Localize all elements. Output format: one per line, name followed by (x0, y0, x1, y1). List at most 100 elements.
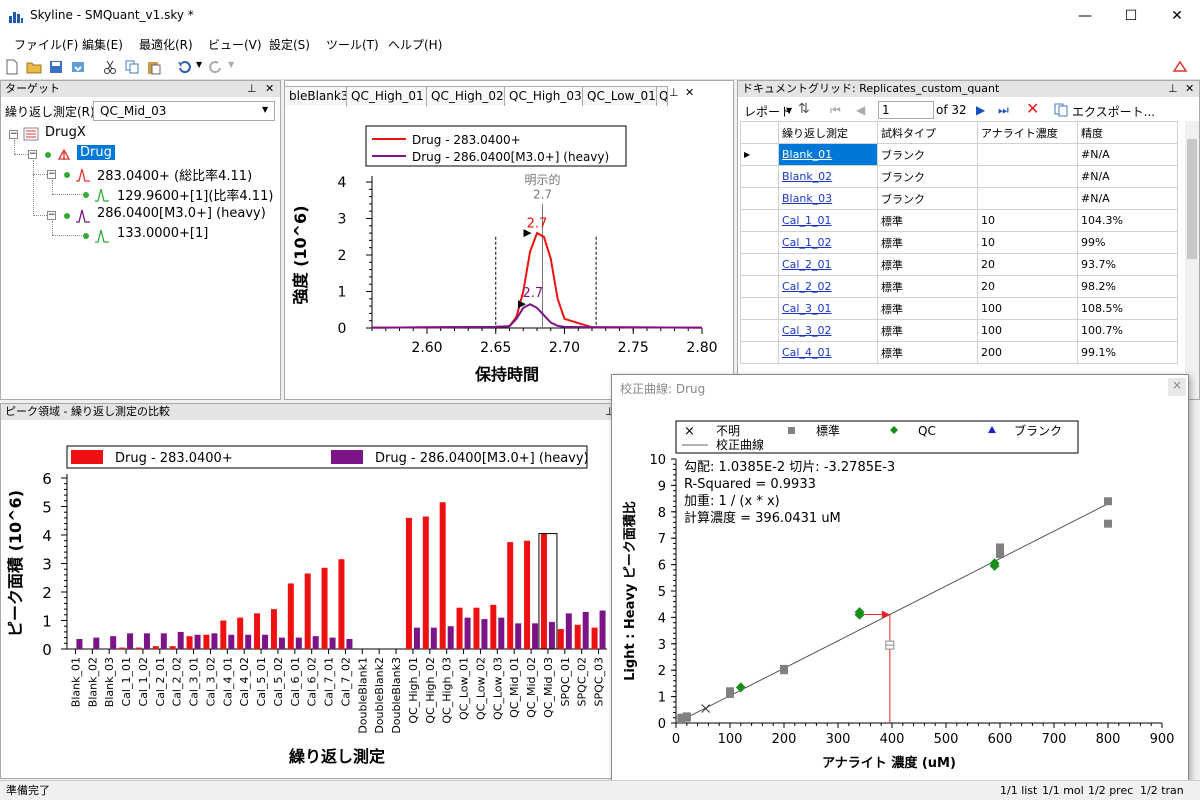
cell-analyte-conc[interactable]: 200 (977, 341, 1078, 364)
cell-sample-type[interactable]: 標準 (877, 319, 978, 342)
export-button[interactable]: エクスポート... (1072, 105, 1156, 119)
undo-dropdown-icon[interactable]: ▼ (196, 60, 203, 69)
close-button[interactable]: ✕ (1171, 8, 1183, 24)
tree-toggle-molecule[interactable]: − (28, 149, 37, 159)
bar[interactable] (338, 559, 345, 649)
cell-sample-type[interactable]: ブランク (877, 187, 978, 210)
cell-replicate[interactable]: Cal_4_01 (778, 341, 878, 364)
cell-analyte-conc[interactable] (977, 165, 1078, 188)
row-header[interactable] (740, 319, 779, 342)
bar[interactable] (481, 619, 488, 649)
redo-dropdown-icon[interactable]: ▼ (228, 60, 235, 69)
table-row[interactable]: Cal_3_01 標準 100 108.5% (740, 297, 1178, 320)
tree-node-transition-heavy[interactable]: 133.0000+[1] (117, 226, 209, 241)
cell-accuracy[interactable]: #N/A (1077, 187, 1178, 210)
undo-icon[interactable] (176, 59, 192, 75)
cell-analyte-conc[interactable]: 10 (977, 209, 1078, 232)
row-header[interactable] (740, 341, 779, 364)
cell-replicate[interactable]: Cal_1_02 (778, 231, 878, 254)
bar[interactable] (262, 634, 269, 649)
minimize-button[interactable]: — (1078, 8, 1092, 24)
cell-accuracy[interactable]: 98.2% (1077, 275, 1178, 298)
row-header[interactable] (740, 209, 779, 232)
bar[interactable] (532, 623, 539, 649)
tab-qc-high-01[interactable]: QC_High_01 (346, 86, 429, 106)
qc-point[interactable] (989, 558, 1000, 569)
cell-accuracy[interactable]: 93.7% (1077, 253, 1178, 276)
cell-analyte-conc[interactable]: 10 (977, 231, 1078, 254)
bar[interactable] (76, 639, 83, 649)
standard-point[interactable] (1104, 497, 1112, 506)
bar[interactable] (498, 617, 505, 649)
copy-icon[interactable] (124, 59, 140, 75)
table-row[interactable]: Blank_03 ブランク #N/A (740, 187, 1178, 210)
qc-point[interactable] (854, 607, 865, 618)
tab-qc-low-01[interactable]: QC_Low_01 (582, 86, 661, 106)
cell-sample-type[interactable]: ブランク (877, 143, 978, 166)
cut-icon[interactable] (102, 59, 118, 75)
bar[interactable] (456, 607, 463, 649)
bar[interactable] (254, 613, 261, 649)
bar[interactable] (329, 637, 336, 649)
bar[interactable] (413, 627, 420, 649)
cell-replicate[interactable]: Cal_3_02 (778, 319, 878, 342)
bar[interactable] (540, 533, 547, 649)
cell-accuracy[interactable]: 100.7% (1077, 319, 1178, 342)
page-input[interactable]: 1 (878, 101, 934, 119)
menu-help[interactable]: ヘルプ(H) (388, 38, 443, 52)
row-header[interactable] (740, 165, 779, 188)
bar[interactable] (591, 627, 598, 649)
sort-icon[interactable]: ⇅ (798, 101, 810, 117)
tree-node-precursor-heavy[interactable]: 286.0400[M3.0+] (heavy) (97, 206, 266, 221)
import-icon[interactable] (70, 59, 86, 75)
paste-icon[interactable] (146, 59, 162, 75)
peptide-icon[interactable] (1172, 59, 1188, 75)
bar[interactable] (557, 629, 564, 649)
tree-node-transition-light[interactable]: 129.9600+[1](比率4.11) (117, 189, 274, 204)
bar[interactable] (228, 634, 235, 649)
row-header[interactable]: ▶ (740, 143, 779, 166)
bar[interactable] (245, 634, 252, 649)
cell-replicate[interactable]: Cal_2_02 (778, 275, 878, 298)
bar[interactable] (287, 583, 294, 649)
tree-node-precursor-light[interactable]: 283.0400+ (総比率4.11) (97, 169, 253, 184)
pin-icon[interactable]: ⊥ (1168, 82, 1178, 95)
row-header[interactable] (740, 231, 779, 254)
menu-refine[interactable]: 最適化(R) (139, 38, 193, 52)
cell-analyte-conc[interactable] (977, 187, 1078, 210)
cell-sample-type[interactable]: 標準 (877, 275, 978, 298)
tab-doubleblank3[interactable]: bleBlank3 (285, 86, 354, 106)
cell-analyte-conc[interactable]: 20 (977, 253, 1078, 276)
cell-accuracy[interactable]: 108.5% (1077, 297, 1178, 320)
cell-analyte-conc[interactable] (977, 143, 1078, 166)
panel-close-icon[interactable]: ✕ (1185, 82, 1195, 95)
table-row[interactable]: Cal_3_02 標準 100 100.7% (740, 319, 1178, 342)
standard-point[interactable] (1104, 519, 1112, 528)
maximize-button[interactable]: ☐ (1124, 8, 1138, 24)
cell-sample-type[interactable]: 標準 (877, 341, 978, 364)
cell-accuracy[interactable]: 104.3% (1077, 209, 1178, 232)
bar[interactable] (574, 624, 581, 649)
bar[interactable] (464, 617, 471, 649)
tab-pin-icon[interactable]: ⊥ (669, 86, 679, 99)
panel-close-icon[interactable]: ✕ (265, 82, 275, 95)
col-accuracy[interactable]: 精度 (1077, 121, 1178, 144)
replicate-select[interactable]: QC_Mid_03 ▼ (93, 101, 275, 121)
tree-toggle-precursor2[interactable]: − (47, 210, 56, 220)
redo-icon[interactable] (208, 59, 224, 75)
bar[interactable] (524, 540, 531, 649)
cell-replicate[interactable]: Blank_01 (778, 143, 878, 166)
bar[interactable] (321, 567, 328, 649)
cell-sample-type[interactable]: 標準 (877, 209, 978, 232)
peak-area-chart[interactable]: Drug - 283.0400+ Drug - 286.0400[M3.0+] (… (1, 422, 619, 778)
row-header[interactable] (740, 187, 779, 210)
table-row[interactable]: Cal_2_02 標準 20 98.2% (740, 275, 1178, 298)
prev-page-icon[interactable]: ◀ (856, 103, 866, 117)
cell-analyte-conc[interactable]: 100 (977, 297, 1078, 320)
pin-icon[interactable]: ⊥ (247, 82, 257, 95)
bar[interactable] (220, 620, 227, 650)
standard-point[interactable] (677, 713, 686, 722)
tab-close-icon[interactable]: ✕ (685, 86, 694, 99)
export-icon[interactable] (1054, 103, 1068, 117)
